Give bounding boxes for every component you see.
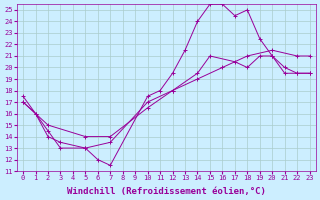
X-axis label: Windchill (Refroidissement éolien,°C): Windchill (Refroidissement éolien,°C) <box>67 187 266 196</box>
